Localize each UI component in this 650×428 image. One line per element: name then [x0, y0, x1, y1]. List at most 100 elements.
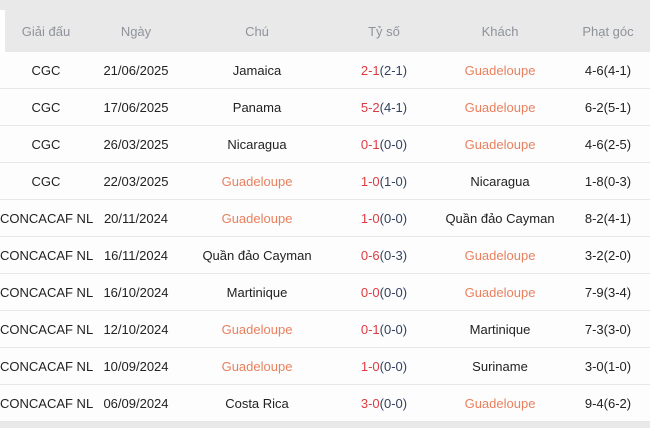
home-team-cell: Guadeloupe: [180, 359, 334, 374]
away-team-cell: Guadeloupe: [434, 137, 566, 152]
away-team-name[interactable]: Guadeloupe: [464, 395, 536, 411]
score-cell: 3-0(0-0): [334, 396, 434, 411]
date-cell: 10/09/2024: [103, 358, 169, 374]
column-header-date: Ngày: [120, 23, 152, 39]
date-cell: 26/03/2025: [103, 136, 169, 152]
home-team-cell: Guadeloupe: [180, 322, 334, 337]
away-team-cell: Nicaragua: [434, 174, 566, 189]
home-team-name: Costa Rica: [225, 395, 289, 411]
score-cell: 0-1(0-0): [334, 322, 434, 337]
score-cell: 5-2(4-1): [334, 100, 434, 115]
table-body: CGC 21/06/2025 Jamaica 2-1(2-1) Guadelou…: [0, 52, 650, 422]
league-cell: CONCACAF NL: [0, 284, 94, 300]
league-cell: CONCACAF NL: [0, 247, 94, 263]
score-halftime: (0-0): [379, 210, 408, 226]
corners-cell: 7-3(3-0): [584, 321, 632, 337]
league-cell: CGC: [31, 173, 61, 189]
corners-cell: 4-6(2-5): [584, 136, 632, 152]
league-cell: CONCACAF NL: [0, 358, 94, 374]
score-fulltime: 0-1: [360, 321, 380, 337]
home-team-name[interactable]: Guadeloupe: [221, 210, 293, 226]
header-left-gutter: [0, 10, 5, 52]
corners-cell: 3-2(2-0): [584, 247, 632, 263]
table-row: CONCACAF NL 16/10/2024 Martinique 0-0(0-…: [0, 274, 650, 311]
score-halftime: (0-3): [379, 247, 408, 263]
score-halftime: (4-1): [379, 99, 408, 115]
home-team-cell: Guadeloupe: [180, 174, 334, 189]
away-team-name[interactable]: Guadeloupe: [464, 99, 536, 115]
table-row: CONCACAF NL 10/09/2024 Guadeloupe 1-0(0-…: [0, 348, 650, 385]
home-team-name: Jamaica: [232, 62, 282, 78]
corners-cell: 8-2(4-1): [584, 210, 632, 226]
home-team-name: Martinique: [226, 284, 288, 300]
score-halftime: (0-0): [379, 358, 408, 374]
column-header-home: Chú: [245, 23, 269, 39]
away-team-cell: Guadeloupe: [434, 285, 566, 300]
date-cell: 12/10/2024: [103, 321, 169, 337]
table-row: CONCACAF NL 12/10/2024 Guadeloupe 0-1(0-…: [0, 311, 650, 348]
home-team-name[interactable]: Guadeloupe: [221, 173, 293, 189]
table-row: CGC 22/03/2025 Guadeloupe 1-0(1-0) Nicar…: [0, 163, 650, 200]
table-row: CONCACAF NL 16/11/2024 Quần đảo Cayman 0…: [0, 237, 650, 274]
date-cell: 06/09/2024: [103, 395, 169, 411]
away-team-cell: Guadeloupe: [434, 248, 566, 263]
away-team-name: Martinique: [469, 321, 531, 337]
away-team-name[interactable]: Guadeloupe: [464, 247, 536, 263]
score-cell: 1-0(0-0): [334, 359, 434, 374]
away-team-cell: Guadeloupe: [434, 63, 566, 78]
corners-cell: 4-6(4-1): [584, 62, 632, 78]
away-team-name[interactable]: Guadeloupe: [464, 62, 536, 78]
away-team-cell: Martinique: [434, 322, 566, 337]
date-cell: 22/03/2025: [103, 173, 169, 189]
score-fulltime: 1-0: [360, 173, 380, 189]
table-header-row: Giải đấu Ngày Chú Tỷ số Khách Phạt góc: [0, 10, 650, 52]
corners-cell: 3-0(1-0): [584, 358, 632, 374]
home-team-name: Panama: [232, 99, 282, 115]
score-cell: 1-0(1-0): [334, 174, 434, 189]
home-team-cell: Guadeloupe: [180, 211, 334, 226]
league-cell: CGC: [31, 62, 61, 78]
score-cell: 0-6(0-3): [334, 248, 434, 263]
away-team-name[interactable]: Guadeloupe: [464, 136, 536, 152]
home-team-cell: Martinique: [180, 285, 334, 300]
score-cell: 0-0(0-0): [334, 285, 434, 300]
score-halftime: (0-0): [379, 395, 408, 411]
score-fulltime: 2-1: [360, 62, 380, 78]
home-team-name[interactable]: Guadeloupe: [221, 358, 293, 374]
date-cell: 17/06/2025: [103, 99, 169, 115]
league-cell: CONCACAF NL: [0, 395, 94, 411]
home-team-name: Quần đảo Cayman: [202, 247, 312, 263]
away-team-name: Quần đảo Cayman: [445, 210, 555, 226]
date-cell: 20/11/2024: [103, 210, 169, 226]
home-team-name[interactable]: Guadeloupe: [221, 321, 293, 337]
table-row: CGC 17/06/2025 Panama 5-2(4-1) Guadeloup…: [0, 89, 650, 126]
away-team-name[interactable]: Guadeloupe: [464, 284, 536, 300]
league-cell: CONCACAF NL: [0, 321, 94, 337]
away-team-cell: Suriname: [434, 359, 566, 374]
score-halftime: (0-0): [379, 321, 408, 337]
home-team-cell: Nicaragua: [180, 137, 334, 152]
score-halftime: (0-0): [379, 136, 408, 152]
corners-cell: 9-4(6-2): [584, 395, 632, 411]
score-cell: 2-1(2-1): [334, 63, 434, 78]
score-fulltime: 0-6: [360, 247, 380, 263]
column-header-league: Giải đấu: [21, 23, 71, 39]
score-halftime: (2-1): [379, 62, 408, 78]
home-team-cell: Costa Rica: [180, 396, 334, 411]
league-cell: CGC: [31, 136, 61, 152]
table-row: CONCACAF NL 20/11/2024 Guadeloupe 1-0(0-…: [0, 200, 650, 237]
date-cell: 16/10/2024: [103, 284, 169, 300]
column-header-corners: Phạt góc: [582, 23, 634, 39]
score-fulltime: 1-0: [360, 358, 380, 374]
score-halftime: (0-0): [379, 284, 408, 300]
date-cell: 16/11/2024: [103, 247, 169, 263]
score-fulltime: 1-0: [360, 210, 380, 226]
away-team-name: Nicaragua: [470, 173, 530, 189]
score-fulltime: 3-0: [360, 395, 380, 411]
corners-cell: 6-2(5-1): [584, 99, 632, 115]
score-cell: 1-0(0-0): [334, 211, 434, 226]
column-header-away: Khách: [481, 23, 519, 39]
home-team-cell: Panama: [180, 100, 334, 115]
score-fulltime: 5-2: [360, 99, 380, 115]
